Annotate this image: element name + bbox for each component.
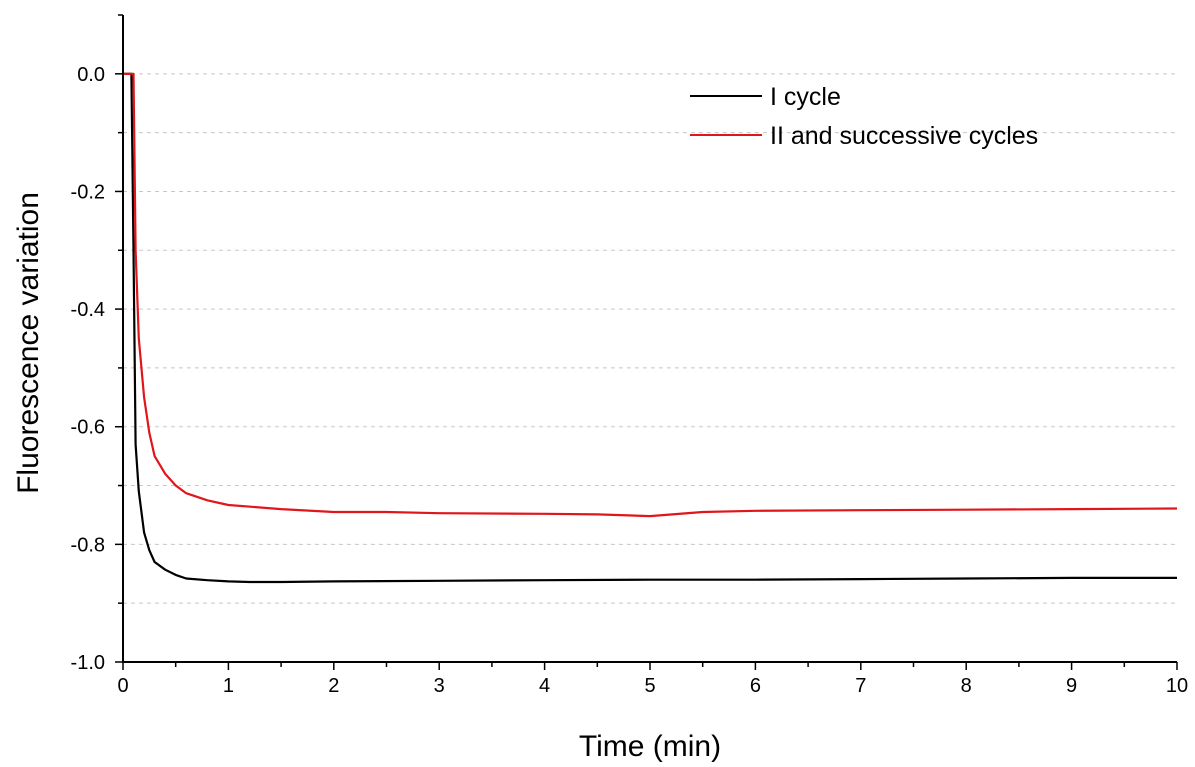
legend: I cycle II and successive cycles — [690, 83, 1038, 150]
x-tick-label: 7 — [855, 675, 866, 697]
axis-ticks — [115, 14, 1178, 670]
legend-label-i-cycle: I cycle — [770, 83, 841, 111]
x-tick-label: 3 — [434, 675, 445, 697]
legend-label-ii-and-successive-cycles: II and successive cycles — [770, 122, 1038, 150]
y-tick-label: -0.2 — [71, 181, 105, 203]
x-tick-label: 5 — [644, 675, 655, 697]
y-tick-label: -0.4 — [71, 299, 105, 321]
y-tick-label: -0.6 — [71, 417, 105, 439]
x-tick-label: 0 — [117, 675, 128, 697]
x-tick-label: 6 — [750, 675, 761, 697]
grid-lines — [123, 73, 1177, 604]
y-tick-label: 0.0 — [77, 64, 105, 86]
tick-labels: 0 1 2 3 4 5 6 7 8 9 10 0.0 -0.2 -0.4 -0.6 -0.8 -1.0 — [71, 64, 1189, 697]
y-axis-title: Fluorescence variation — [12, 192, 45, 494]
x-axis-title: Time (min) — [579, 730, 721, 763]
x-tick-label: 8 — [961, 675, 972, 697]
y-tick-label: -1.0 — [71, 652, 105, 674]
x-tick-label: 4 — [539, 675, 550, 697]
series-line-ii-and-successive-cycles — [123, 72, 1178, 518]
x-tick-label: 9 — [1066, 675, 1077, 697]
series-lines — [123, 72, 1178, 584]
y-tick-label: -0.8 — [71, 534, 105, 556]
x-tick-label: 2 — [328, 675, 339, 697]
x-tick-label: 10 — [1166, 675, 1188, 697]
x-tick-label: 1 — [223, 675, 234, 697]
series-line-i-cycle — [123, 72, 1177, 584]
